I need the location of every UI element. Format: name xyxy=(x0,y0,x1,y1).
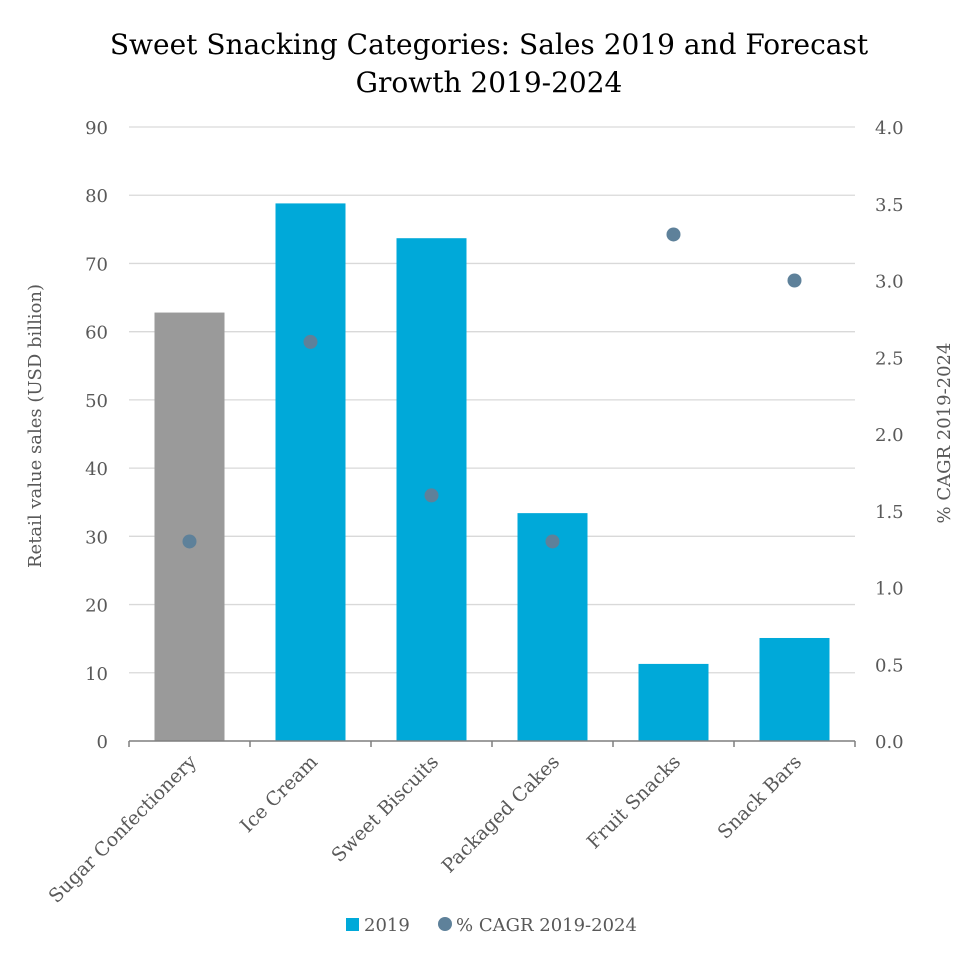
x-tick-label: Sweet Biscuits xyxy=(327,751,443,867)
x-tick-label: Snack Bars xyxy=(713,751,806,844)
y2-tick-label: 1.0 xyxy=(875,579,904,600)
x-tick-label: Ice Cream xyxy=(236,751,322,837)
y2-tick-label: 3.5 xyxy=(875,195,904,216)
y-tick-label: 50 xyxy=(85,391,108,412)
y-tick-label: 0 xyxy=(97,732,108,753)
y-tick-label: 30 xyxy=(85,527,108,548)
y-tick-label: 60 xyxy=(85,323,108,344)
x-tick-label: Sugar Confectionery xyxy=(44,751,201,908)
y-tick-label: 90 xyxy=(85,118,108,139)
y-tick-label: 10 xyxy=(85,664,108,685)
y2-tick-label: 4.0 xyxy=(875,118,904,139)
bar xyxy=(638,663,709,741)
y-tick-label: 80 xyxy=(85,186,108,207)
chart-title-line-1: Sweet Snacking Categories: Sales 2019 an… xyxy=(109,28,869,61)
legend-bar-swatch xyxy=(346,918,359,931)
legend-bar-label: 2019 xyxy=(364,915,410,936)
legend-point-swatch xyxy=(438,917,452,931)
cagr-point xyxy=(545,534,560,549)
x-tick-label: Fruit Snacks xyxy=(583,751,685,853)
y2-tick-label: 0.5 xyxy=(875,655,904,676)
cagr-point xyxy=(787,273,802,288)
y-axis-title: Retail value sales (USD billion) xyxy=(25,284,46,568)
y2-tick-label: 2.0 xyxy=(875,425,904,446)
y2-tick-label: 1.5 xyxy=(875,502,904,523)
y2-tick-label: 3.0 xyxy=(875,272,904,293)
chart-title: Sweet Snacking Categories: Sales 2019 an… xyxy=(0,26,978,102)
chart-title-line-2: Growth 2019-2024 xyxy=(355,66,623,99)
y2-tick-label: 0.0 xyxy=(875,732,904,753)
y-tick-label: 20 xyxy=(85,596,108,617)
y2-tick-label: 2.5 xyxy=(875,348,904,369)
legend-point-label: % CAGR 2019-2024 xyxy=(456,915,637,936)
bar xyxy=(517,513,588,741)
cagr-point xyxy=(666,227,681,242)
x-tick-label: Packaged Cakes xyxy=(438,751,564,877)
cagr-point xyxy=(303,334,318,349)
bar xyxy=(275,203,346,742)
y-tick-label: 40 xyxy=(85,459,108,480)
cagr-point xyxy=(182,534,197,549)
cagr-point xyxy=(424,488,439,503)
y-tick-label: 70 xyxy=(85,254,108,275)
bar xyxy=(154,312,225,741)
bar xyxy=(759,637,830,741)
y2-axis-title: % CAGR 2019-2024 xyxy=(934,343,955,524)
